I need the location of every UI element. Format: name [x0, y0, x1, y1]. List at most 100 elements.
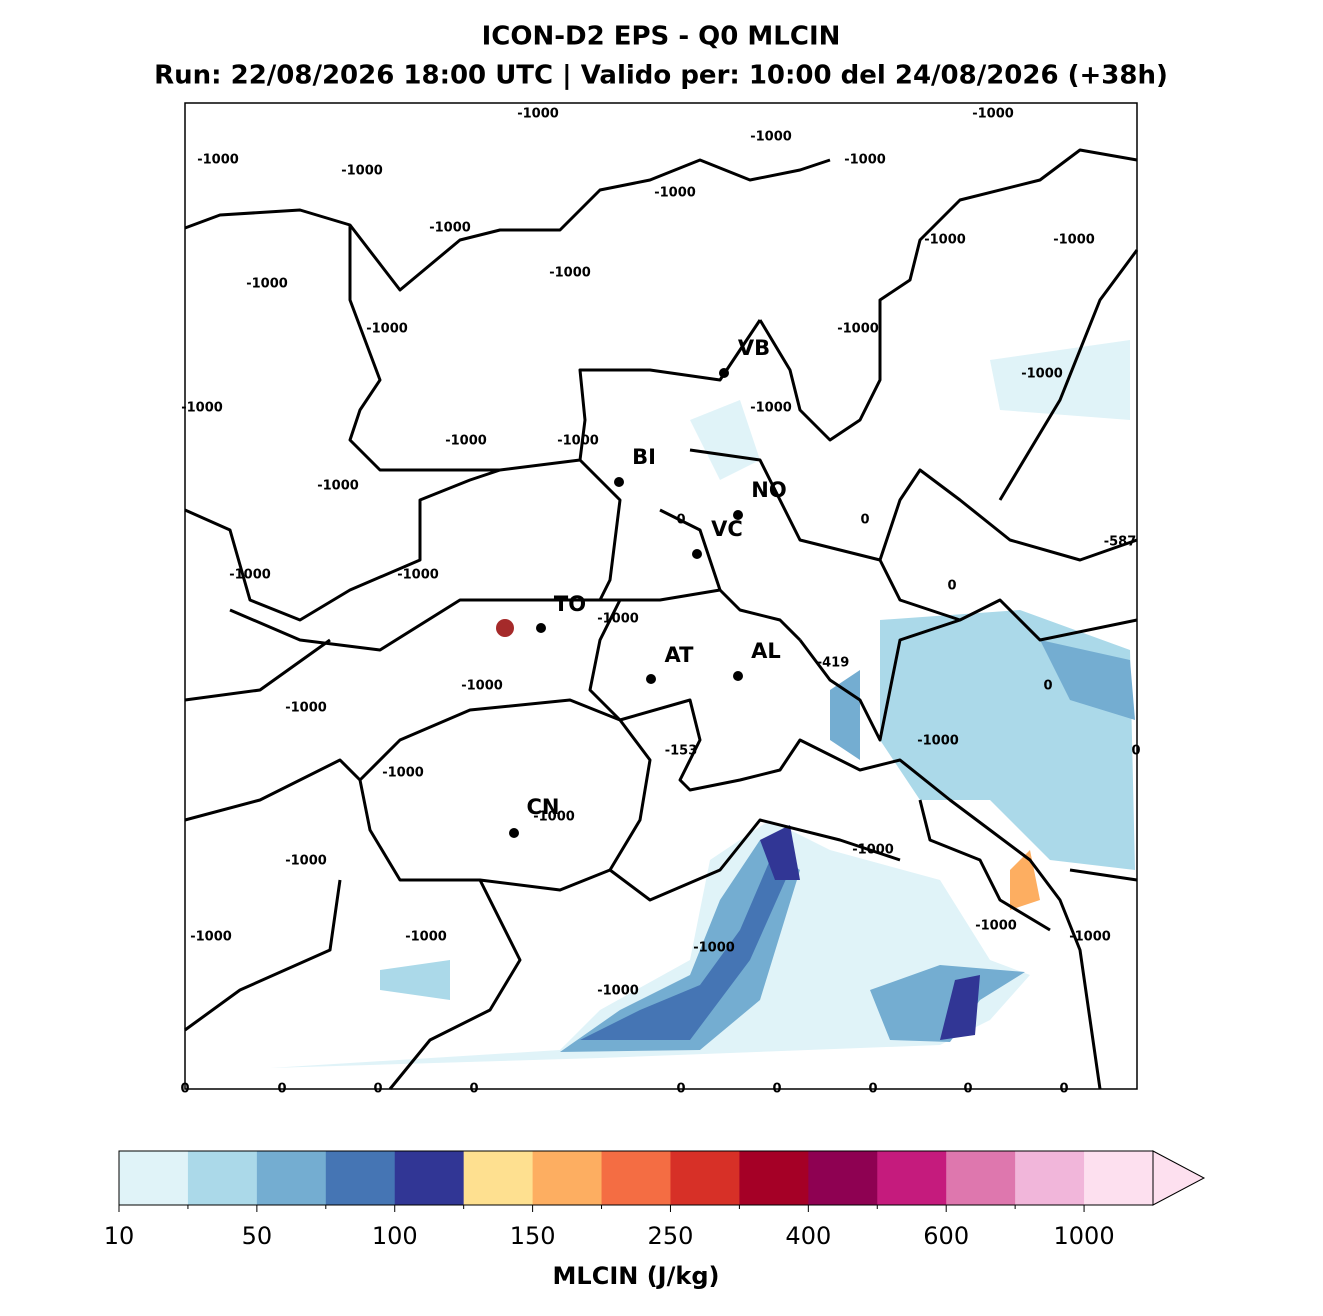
city-label: VB	[738, 336, 770, 360]
contour-label: 0	[676, 1082, 685, 1097]
contour-label: -1000	[461, 679, 503, 694]
contour-label: -1000	[366, 322, 408, 337]
contour-label: -1000	[181, 401, 223, 416]
contour-label: -1000	[190, 930, 232, 945]
contour-label: -419	[817, 656, 850, 671]
city-dot	[733, 510, 743, 520]
colorbar-swatch	[187, 1151, 258, 1205]
map-frame	[184, 102, 1138, 1090]
colorbar-swatch	[325, 1151, 396, 1205]
colorbar-tick-label: 600	[923, 1222, 969, 1250]
contour-label: -1000	[597, 612, 639, 627]
contour-label: -1000	[229, 568, 271, 583]
contour-label: -1000	[975, 919, 1017, 934]
colorbar-swatch	[1015, 1151, 1085, 1205]
colorbar-outline	[118, 1150, 1154, 1206]
colorbar-swatch	[532, 1151, 603, 1205]
contour-label: -1000	[852, 843, 894, 858]
colorbar-swatch	[877, 1151, 947, 1205]
contour-label: 0	[469, 1082, 478, 1097]
contour-label: -153	[665, 744, 698, 759]
contour-label: -1000	[445, 434, 487, 449]
title: ICON-D2 EPS - Q0 MLCIN	[482, 22, 841, 52]
city-dot	[719, 368, 729, 378]
city-label: VC	[711, 517, 743, 541]
contour-label: -1000	[1053, 233, 1095, 248]
city-dot	[692, 549, 702, 559]
contour-label: -1000	[317, 479, 359, 494]
colorbar-tick-label: 100	[372, 1222, 418, 1250]
contour-label: -1000	[405, 930, 447, 945]
colorbar-swatch	[601, 1151, 671, 1205]
contour-label: 0	[676, 513, 685, 528]
contour-label: -1000	[533, 810, 575, 825]
colorbar-swatch	[256, 1151, 327, 1205]
contour-label: -1000	[382, 766, 424, 781]
contour-label: -1000	[429, 221, 471, 236]
city-label: NO	[751, 478, 786, 502]
colorbar-tick-label: 50	[242, 1222, 273, 1250]
city-label: BI	[632, 445, 656, 469]
contour-label: 0	[963, 1082, 972, 1097]
city-dot	[614, 477, 624, 487]
contour-label: -1000	[557, 434, 599, 449]
colorbar-tick-label: 150	[510, 1222, 556, 1250]
contour-label: 0	[1059, 1082, 1068, 1097]
contour-label: -1000	[246, 277, 288, 292]
city-label: AT	[665, 643, 695, 667]
contour-label: 0	[1043, 679, 1052, 694]
contour-label: -1000	[549, 266, 591, 281]
shading	[270, 340, 1135, 1068]
colorbar-tick-label: 400	[785, 1222, 831, 1250]
colorbar-swatch	[119, 1151, 189, 1205]
contour-label: 0	[868, 1082, 877, 1097]
city-label: AL	[751, 639, 781, 663]
contour-label: -1000	[837, 322, 879, 337]
contour-label: -1000	[597, 984, 639, 999]
contour-label: 0	[180, 1082, 189, 1097]
contour-label: -1000	[750, 130, 792, 145]
contour-label: -1000	[750, 401, 792, 416]
contour-label: 0	[277, 1082, 286, 1097]
contour-label: -1000	[285, 701, 327, 716]
colorbar-swatch	[739, 1151, 809, 1205]
colorbar-swatch	[670, 1151, 740, 1205]
colorbar-tick-label: 1000	[1054, 1222, 1115, 1250]
contour-label: -1000	[972, 107, 1014, 122]
contour-label: -1000	[1069, 930, 1111, 945]
colorbar-tick-label: 10	[104, 1222, 135, 1250]
colorbar-swatch	[808, 1151, 878, 1205]
city-label: CN	[527, 795, 560, 819]
city-dot	[733, 671, 743, 681]
contour-label: -1000	[397, 568, 439, 583]
city-dot	[646, 674, 656, 684]
contour-label: -1000	[917, 734, 959, 749]
city-label: TO	[554, 592, 586, 616]
contour-label: -587	[1104, 535, 1137, 550]
colorbar-swatch	[463, 1151, 534, 1205]
colorbar-extension	[1152, 1150, 1206, 1206]
colorbar-label: MLCIN (J/kg)	[553, 1262, 720, 1290]
contour-label: -1000	[341, 164, 383, 179]
contour-label: -1000	[654, 186, 696, 201]
contour-label: -1000	[844, 153, 886, 168]
colorbar-swatch	[946, 1151, 1016, 1205]
city-dot	[509, 828, 519, 838]
contour-label: -1000	[693, 941, 735, 956]
contour-label: 0	[860, 513, 869, 528]
location-marker	[496, 619, 514, 637]
contour-label: -1000	[517, 107, 559, 122]
contour-label: -1000	[285, 854, 327, 869]
colorbar-tick-label: 250	[648, 1222, 694, 1250]
city-dot	[536, 623, 546, 633]
contour-label: 0	[373, 1082, 382, 1097]
contour-label: 0	[1131, 744, 1140, 759]
contour-label: -1000	[197, 153, 239, 168]
contour-label: 0	[947, 579, 956, 594]
colorbar-swatch	[1084, 1151, 1154, 1205]
colorbar-swatch	[394, 1151, 465, 1205]
subtitle: Run: 22/08/2026 18:00 UTC | Valido per: …	[154, 61, 1168, 91]
borders	[184, 148, 1139, 1090]
contour-label: -1000	[924, 233, 966, 248]
